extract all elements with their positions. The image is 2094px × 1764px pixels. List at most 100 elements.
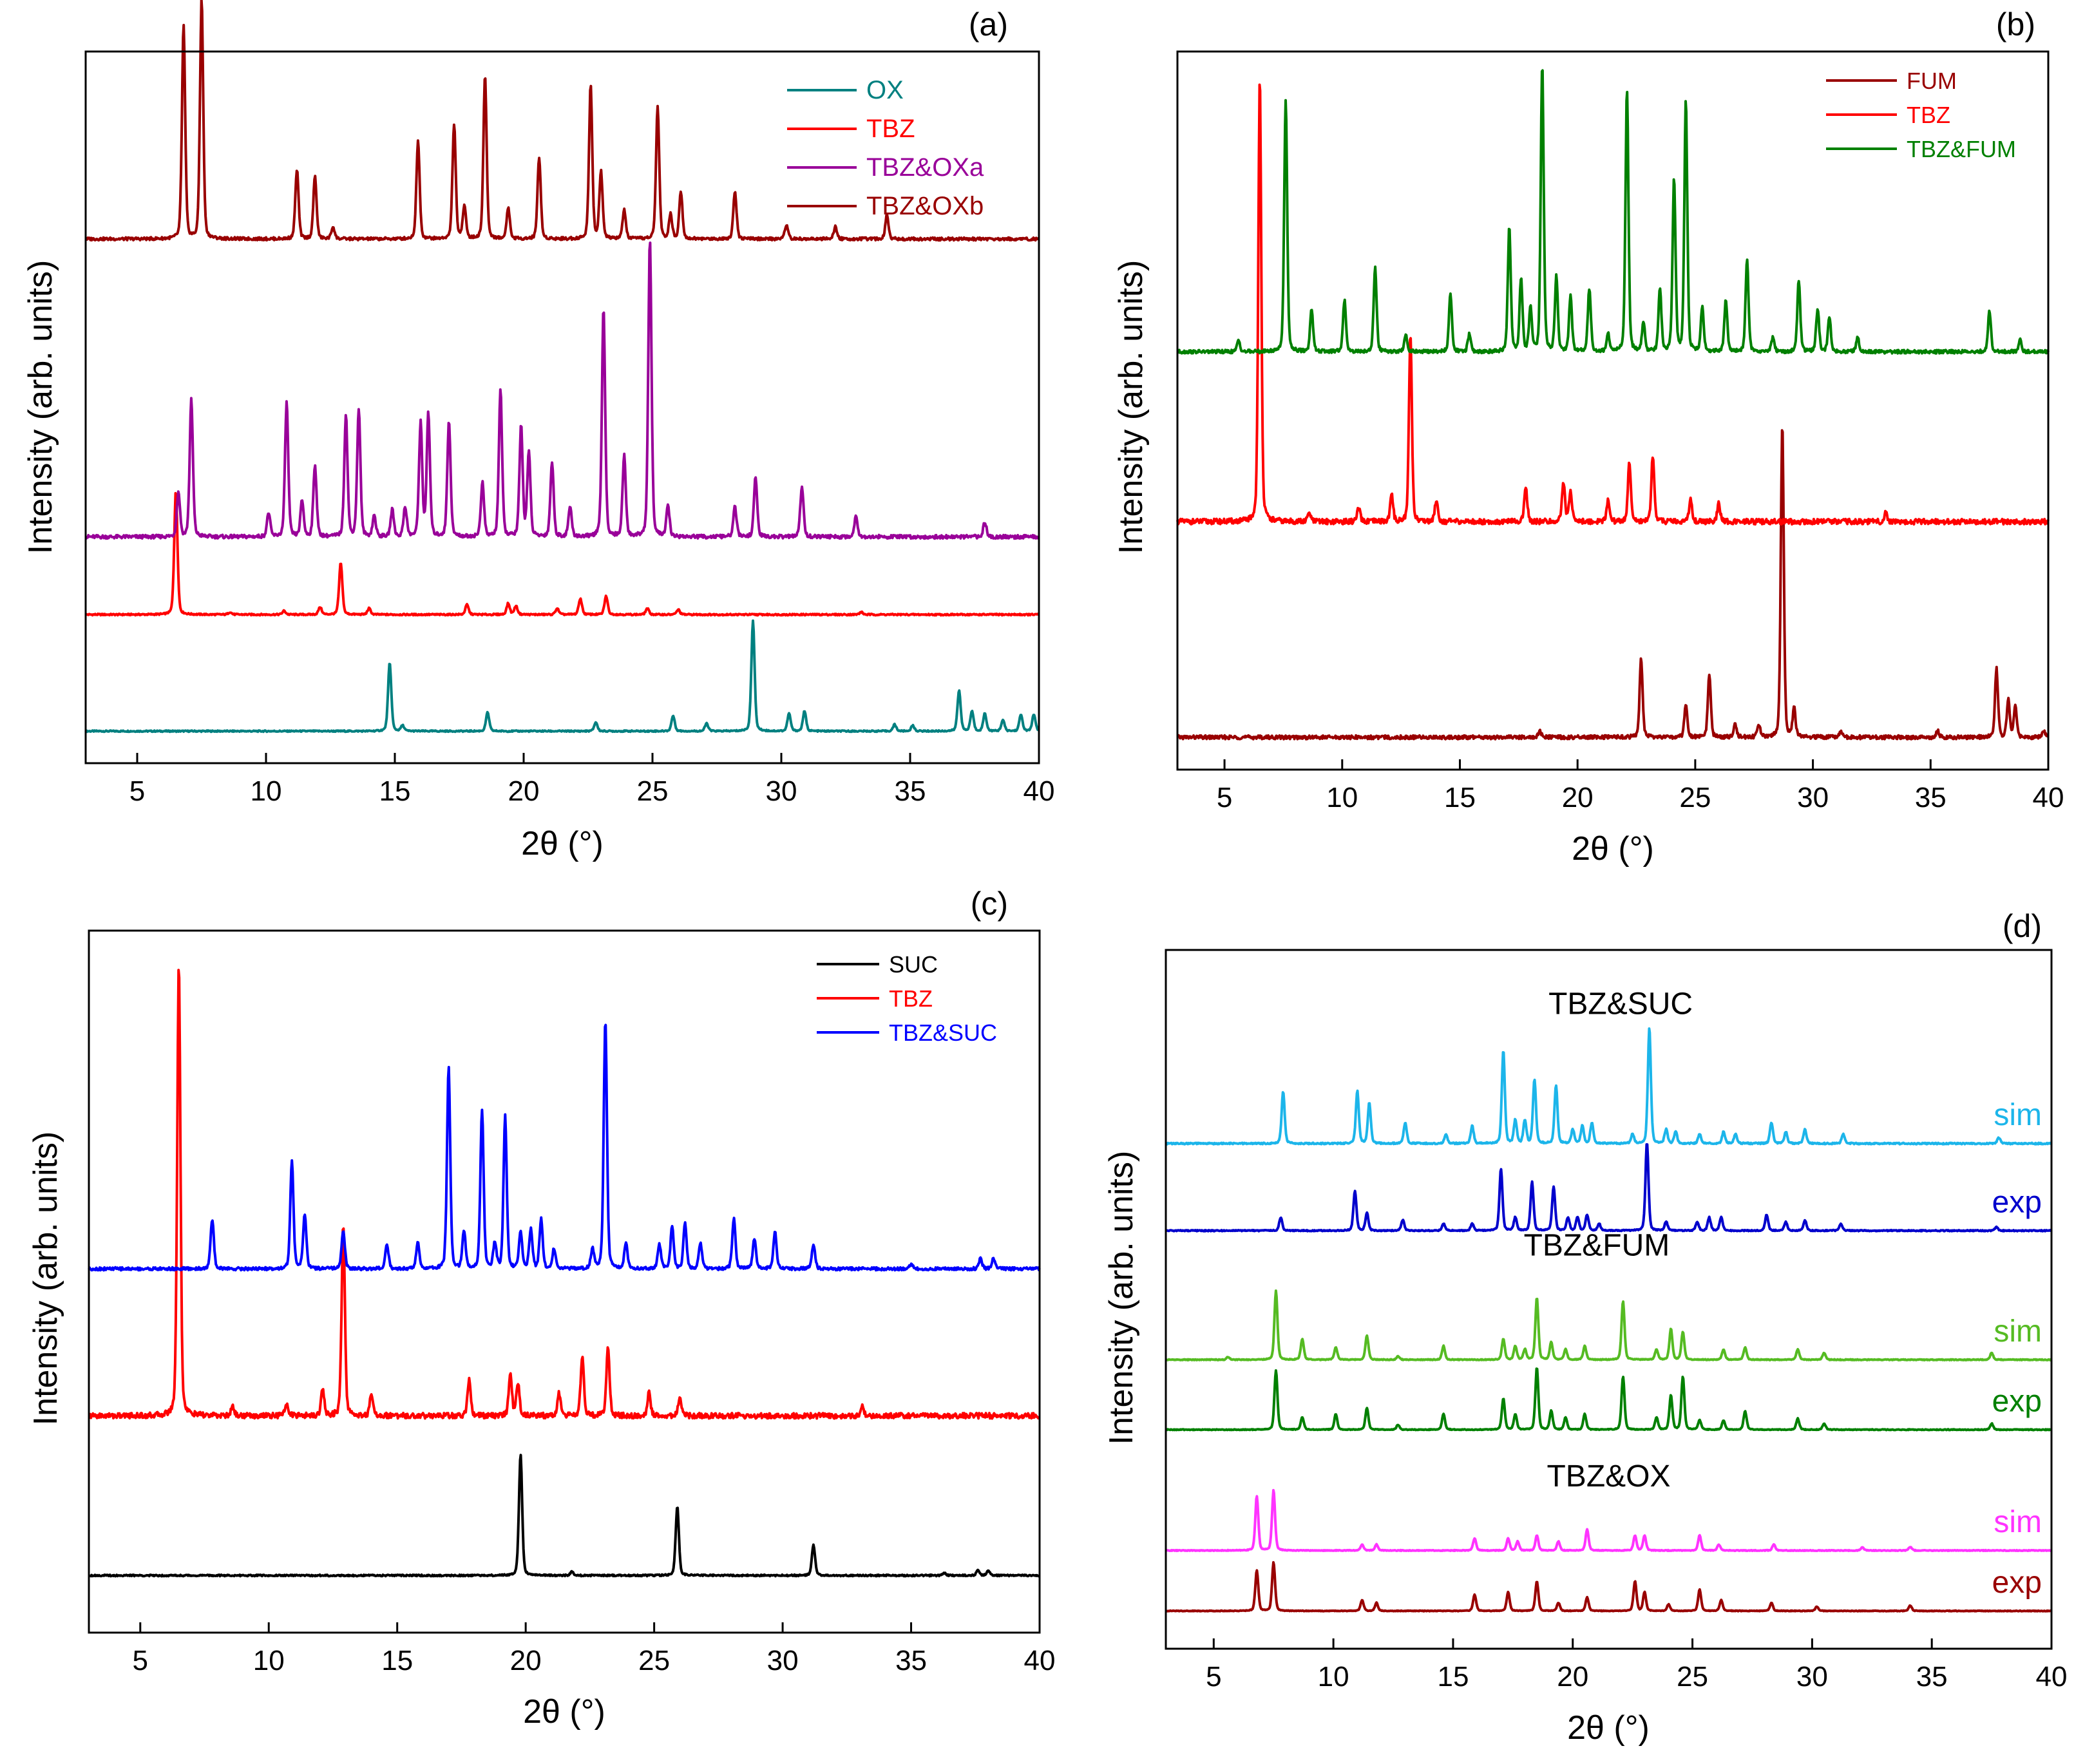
legend-label-tbz: TBZ (866, 115, 915, 143)
panel-b-x-tick-label: 15 (1444, 782, 1476, 813)
panel-b: (b) 5 10 15 20 25 30 35 40 2θ (°) Intensity (ar… (1112, 6, 2064, 868)
pattern-tbz-suc-exp (1165, 1143, 2053, 1233)
legend-label-fum: FUM (1907, 68, 1957, 94)
panel-c-x-tick-label: 5 (133, 1645, 148, 1676)
legend-label-tbz-oxa: TBZ&OXa (866, 153, 984, 182)
legend-label-tbz: TBZ (1907, 102, 1950, 128)
pattern-tbz-suc-sim (1165, 1027, 2052, 1146)
panel-d-x-tick-label: 30 (1796, 1661, 1828, 1693)
panel-d: (d) 5 10 15 20 25 30 35 40 2θ (°) Intensity (ar… (1103, 908, 2067, 1747)
panel-b-x-tick-label: 40 (2033, 782, 2064, 813)
panel-b-x-tick-label: 10 (1326, 782, 1358, 813)
panel-b-x-tick-label: 25 (1679, 782, 1711, 813)
panel-d-tag: (d) (2003, 908, 2042, 944)
pattern-tbz-ox-exp (1165, 1560, 2052, 1613)
panel-c-x-tick-label: 40 (1024, 1645, 1056, 1676)
panel-b-legend: FUM TBZ TBZ&FUM (1826, 68, 2016, 162)
panel-a: (a) 5 10 15 20 25 30 35 40 2θ (°) Intensity (ar… (22, 0, 1054, 862)
panel-b-x-tick-label: 35 (1915, 782, 1946, 813)
panel-d-annotations: TBZ&SUC TBZ&FUM TBZ&OX exp sim exp sim e… (1524, 987, 2042, 1599)
panel-c-axes-frame (88, 929, 1041, 1634)
pattern-tbz-fum (1176, 69, 2050, 355)
panel-c-x-tick-label: 35 (895, 1645, 927, 1676)
panel-d-y-axis-title: Intensity (arb. units) (1103, 1151, 1140, 1445)
panel-c-legend: SUC TBZ TBZ&SUC (817, 951, 997, 1046)
panel-c-x-tick-label: 20 (510, 1645, 542, 1676)
pattern-tbz-fum-sim (1165, 1289, 2053, 1361)
panel-b-x-ticks: 5 10 15 20 25 30 35 40 (1217, 759, 2064, 813)
panel-b-tag: (b) (1996, 6, 2035, 43)
group-label-tbz-ox: TBZ&OX (1547, 1459, 1670, 1494)
pattern-tbz (88, 969, 1041, 1420)
legend-label-ox: OX (866, 76, 904, 104)
panel-c-tag: (c) (971, 886, 1008, 922)
panel-a-legend: OX TBZ TBZ&OXa TBZ&OXb (787, 76, 984, 220)
panel-a-y-axis-title: Intensity (arb. units) (22, 260, 59, 555)
panel-a-x-tick-label: 20 (508, 775, 540, 807)
panel-b-traces (1176, 69, 2050, 741)
panel-c-x-tick-label: 30 (767, 1645, 799, 1676)
panel-a-x-tick-label: 15 (379, 775, 411, 807)
panel-d-x-tick-label: 40 (2036, 1661, 2068, 1693)
group-label-tbz-fum: TBZ&FUM (1524, 1229, 1670, 1263)
panel-c-x-tick-label: 25 (638, 1645, 670, 1676)
pattern-tbz-ox-sim (1165, 1488, 2052, 1553)
series-label-tbz-ox-exp: exp (1992, 1566, 2042, 1600)
legend-label-tbz-fum: TBZ&FUM (1907, 136, 2016, 162)
series-label-tbz-suc-sim: sim (1994, 1098, 2042, 1132)
panel-a-tag: (a) (969, 6, 1008, 43)
panel-d-x-ticks: 5 10 15 20 25 30 35 40 (1206, 1638, 2067, 1693)
panel-c-x-tick-label: 10 (253, 1645, 285, 1676)
pattern-ox (84, 619, 1040, 734)
panel-d-x-tick-label: 5 (1206, 1661, 1221, 1693)
panel-a-traces (84, 0, 1040, 734)
panel-a-x-tick-label: 30 (766, 775, 797, 807)
series-label-tbz-fum-exp: exp (1992, 1384, 2042, 1418)
panel-a-x-tick-label: 10 (251, 775, 282, 807)
panel-c-x-tick-label: 15 (381, 1645, 413, 1676)
panel-b-y-axis-title: Intensity (arb. units) (1112, 260, 1150, 555)
series-label-tbz-fum-sim: sim (1994, 1314, 2042, 1349)
series-label-tbz-ox-sim: sim (1994, 1505, 2042, 1539)
panel-d-x-tick-label: 15 (1437, 1661, 1469, 1693)
panel-a-x-tick-label: 40 (1023, 775, 1055, 807)
panel-a-x-tick-label: 5 (129, 775, 145, 807)
panel-b-x-tick-label: 20 (1562, 782, 1594, 813)
panel-d-x-axis-title: 2θ (°) (1567, 1709, 1650, 1747)
panel-d-axes-frame (1165, 949, 2053, 1650)
panel-a-axes-frame (84, 50, 1040, 764)
pattern-tbz (1176, 83, 2050, 526)
panel-d-traces (1165, 1027, 2053, 1613)
panel-b-x-tick-label: 5 (1217, 782, 1232, 813)
group-label-tbz-suc: TBZ&SUC (1548, 987, 1693, 1021)
panel-a-x-tick-label: 35 (895, 775, 926, 807)
legend-label-tbz-suc: TBZ&SUC (889, 1020, 997, 1046)
panel-d-x-tick-label: 25 (1677, 1661, 1708, 1693)
panel-d-x-tick-label: 20 (1557, 1661, 1588, 1693)
series-label-tbz-suc-exp: exp (1992, 1185, 2042, 1219)
panel-c-y-axis-title: Intensity (arb. units) (27, 1132, 64, 1426)
panel-d-x-tick-label: 35 (1916, 1661, 1948, 1693)
pattern-tbz-oxb (84, 0, 1040, 242)
panel-b-x-tick-label: 30 (1797, 782, 1829, 813)
pattern-tbz-suc (88, 1023, 1041, 1272)
pattern-tbz (84, 491, 1040, 617)
panel-a-x-ticks: 5 10 15 20 25 30 35 40 (129, 753, 1055, 807)
pattern-suc (88, 1454, 1040, 1578)
legend-label-tbz: TBZ (889, 985, 933, 1012)
panel-c: (c) 5 10 15 20 25 30 35 40 2θ (°) Intensity (ar… (27, 886, 1055, 1731)
legend-label-tbz-oxb: TBZ&OXb (866, 192, 984, 220)
panel-c-x-axis-title: 2θ (°) (523, 1693, 605, 1731)
pattern-fum (1177, 429, 2049, 741)
legend-label-suc: SUC (889, 951, 938, 978)
pattern-tbz-fum-exp (1165, 1367, 2052, 1432)
panel-a-x-tick-label: 25 (637, 775, 669, 807)
panel-c-traces (88, 969, 1041, 1578)
panel-c-x-ticks: 5 10 15 20 25 30 35 40 (133, 1622, 1056, 1676)
panel-b-x-axis-title: 2θ (°) (1572, 830, 1654, 868)
panel-a-x-axis-title: 2θ (°) (521, 825, 604, 862)
panel-b-axes-frame (1176, 50, 2050, 771)
pattern-tbz-oxa (85, 242, 1040, 540)
panel-d-x-tick-label: 10 (1318, 1661, 1349, 1693)
